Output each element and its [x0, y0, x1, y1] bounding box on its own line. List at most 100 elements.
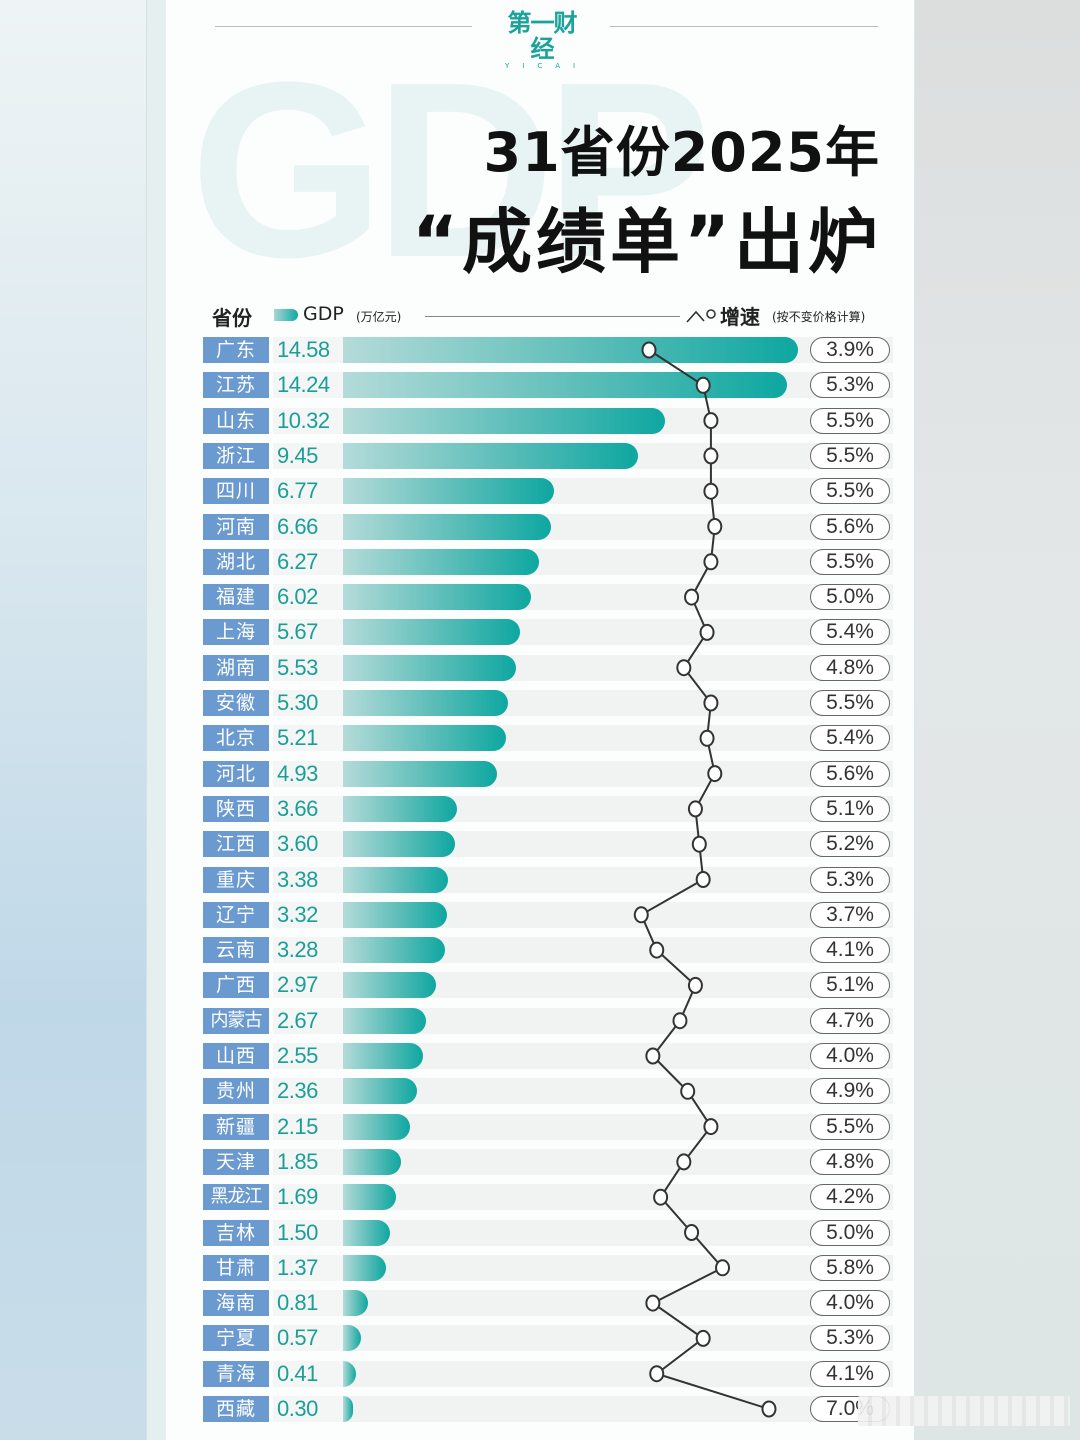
growth-point-marker — [695, 1329, 711, 1347]
growth-point-marker — [695, 871, 711, 888]
gdp-bar — [343, 1113, 411, 1140]
gdp-value: 14.24 — [277, 372, 330, 398]
growth-point-marker — [649, 1365, 665, 1383]
value-cell — [273, 513, 343, 540]
chart-row: 吉林 1.50 5.0% — [203, 1219, 893, 1246]
province-label: 安徽 — [203, 690, 269, 716]
gdp-value: 14.58 — [277, 337, 330, 362]
chart-row: 黑龙江 1.69 4.2% — [203, 1184, 893, 1211]
growth-badge: 4.0% — [810, 1290, 890, 1317]
line-marker-icon — [686, 309, 716, 323]
gdp-bar — [343, 831, 456, 858]
chart-row: 青海 0.41 4.1% — [203, 1360, 893, 1387]
growth-badge: 5.3% — [810, 1325, 890, 1352]
background-left — [0, 0, 150, 1440]
bar-track — [343, 1254, 893, 1281]
gdp-bar — [343, 795, 458, 822]
growth-point-marker — [699, 729, 715, 747]
growth-badge: 4.8% — [810, 1148, 890, 1175]
chart-row: 天津 1.85 4.8% — [203, 1148, 893, 1175]
bar-track — [343, 1396, 893, 1422]
province-label: 河南 — [203, 513, 269, 540]
chart-row: 山东 10.32 5.5% — [203, 407, 893, 434]
value-cell — [273, 372, 343, 399]
background-left-strip — [146, 0, 166, 1440]
province-label: 重庆 — [203, 866, 269, 893]
gdp-value: 3.38 — [277, 866, 318, 892]
gdp-value: 2.67 — [277, 1007, 318, 1033]
growth-badge: 5.4% — [810, 725, 890, 752]
chart-row: 甘肃 1.37 5.8% — [203, 1254, 893, 1281]
legend-province-label: 省份 — [212, 306, 252, 330]
gdp-value: 3.60 — [277, 831, 318, 857]
chart-row: 江西 3.60 5.2% — [203, 831, 893, 858]
growth-badge: 4.8% — [810, 654, 890, 681]
gdp-bar — [343, 1043, 423, 1069]
gdp-bar — [343, 1148, 401, 1175]
province-label: 四川 — [203, 478, 269, 505]
gdp-bar — [343, 690, 509, 716]
value-cell — [273, 937, 343, 964]
gdp-value: 6.66 — [277, 513, 318, 539]
growth-badge: 5.6% — [810, 760, 890, 787]
gdp-bar — [343, 760, 497, 787]
gdp-value: 1.85 — [277, 1148, 318, 1174]
growth-badge: 5.5% — [810, 690, 890, 716]
growth-point-marker — [676, 659, 692, 677]
value-cell — [273, 548, 343, 575]
gdp-bar — [343, 619, 520, 646]
province-label: 贵州 — [203, 1078, 269, 1105]
province-label: 江西 — [203, 831, 269, 858]
gdp-value: 5.30 — [277, 690, 318, 715]
gdp-bar — [343, 654, 516, 681]
gdp-value: 6.02 — [277, 584, 318, 610]
growth-badge: 5.0% — [810, 584, 890, 611]
gdp-bar — [343, 372, 788, 399]
chart-row: 湖北 6.27 5.5% — [203, 548, 893, 575]
legend-gdp-label: GDP — [303, 303, 344, 325]
growth-badge: 5.4% — [810, 619, 890, 646]
province-label: 河北 — [203, 760, 269, 787]
province-label: 广西 — [203, 972, 269, 999]
growth-point-marker — [684, 1224, 700, 1241]
legend-growth-label: 增速 — [720, 305, 760, 329]
gdp-value: 3.66 — [277, 795, 318, 821]
bar-track — [343, 1148, 893, 1175]
province-label: 湖南 — [203, 654, 269, 681]
province-label: 北京 — [203, 725, 269, 752]
gdp-value: 9.45 — [277, 442, 318, 468]
value-cell — [273, 1113, 343, 1140]
gdp-value: 6.77 — [277, 478, 318, 504]
growth-point-marker — [761, 1400, 777, 1418]
gdp-bar — [343, 442, 638, 469]
chart-row: 广西 2.97 5.1% — [203, 972, 893, 999]
growth-badge: 5.2% — [810, 831, 890, 858]
logo-subtext: YICAI — [505, 62, 589, 70]
value-cell — [273, 831, 343, 858]
chart-row: 浙江 9.45 5.5% — [203, 442, 893, 469]
chart-row: 江苏 14.24 5.3% — [203, 372, 893, 399]
growth-badge: 5.8% — [810, 1254, 890, 1281]
province-label: 吉林 — [203, 1219, 269, 1246]
chart-row: 福建 6.02 5.0% — [203, 584, 893, 611]
chart-row: 海南 0.81 4.0% — [203, 1290, 893, 1317]
page-title-line2: “成绩单”出炉 — [411, 201, 882, 283]
gdp-bar — [343, 725, 506, 752]
gdp-value: 5.67 — [277, 619, 318, 645]
province-label: 云南 — [203, 937, 269, 964]
gdp-bar — [343, 901, 447, 928]
growth-badge: 4.9% — [810, 1078, 890, 1105]
growth-badge: 3.9% — [810, 337, 890, 363]
growth-badge: 4.1% — [810, 937, 890, 964]
growth-point-marker — [641, 341, 657, 359]
province-label: 黑龙江 — [203, 1184, 269, 1211]
growth-badge: 5.5% — [810, 548, 890, 575]
value-cell — [273, 866, 343, 893]
province-label: 湖北 — [203, 548, 269, 575]
growth-badge: 5.1% — [810, 972, 890, 999]
value-cell — [273, 584, 343, 611]
growth-point-marker — [703, 1118, 719, 1136]
chart-row: 贵州 2.36 4.9% — [203, 1078, 893, 1105]
gdp-bar — [343, 1360, 356, 1387]
province-label: 海南 — [203, 1290, 269, 1317]
